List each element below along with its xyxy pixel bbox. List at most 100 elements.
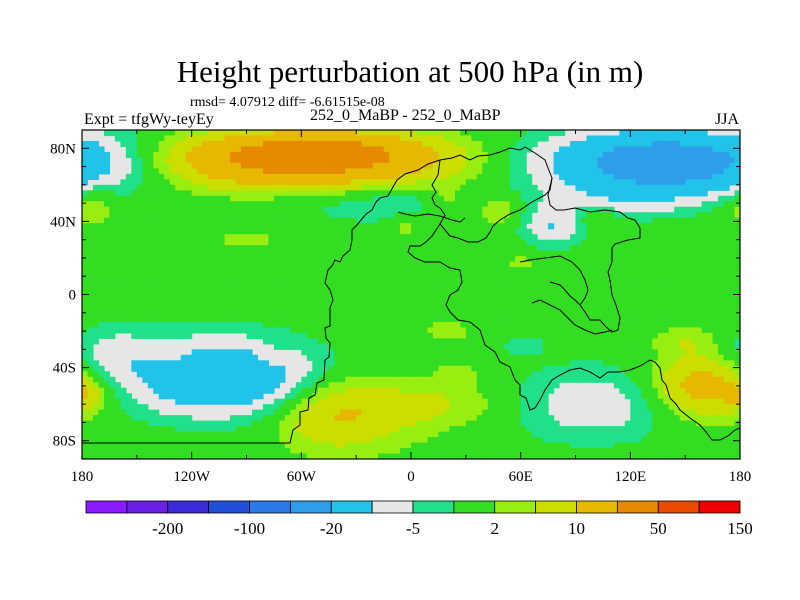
field-cell bbox=[531, 234, 538, 241]
field-cell bbox=[361, 294, 368, 301]
field-cell bbox=[378, 245, 385, 252]
field-cell bbox=[378, 283, 385, 290]
field-cell bbox=[580, 157, 588, 164]
field-cell bbox=[164, 278, 171, 285]
field-cell bbox=[378, 151, 385, 159]
field-cell bbox=[427, 250, 434, 257]
field-cell bbox=[158, 146, 165, 153]
field-cell bbox=[668, 135, 675, 142]
field-cell bbox=[652, 168, 659, 175]
field-cell bbox=[537, 332, 544, 339]
field-cell bbox=[696, 130, 703, 137]
field-cell bbox=[580, 146, 588, 153]
field-cell bbox=[82, 316, 89, 323]
field-cell bbox=[389, 283, 396, 290]
field-cell bbox=[674, 228, 681, 235]
field-cell bbox=[696, 223, 703, 230]
field-cell bbox=[553, 338, 560, 345]
field-cell bbox=[526, 267, 533, 274]
field-cell bbox=[624, 234, 631, 241]
field-cell bbox=[476, 206, 483, 213]
field-cell bbox=[504, 289, 511, 296]
field-cell bbox=[230, 206, 237, 213]
field-cell bbox=[712, 305, 719, 312]
field-cell bbox=[131, 294, 138, 301]
field-cell bbox=[394, 371, 401, 378]
field-cell bbox=[175, 316, 182, 323]
field-cell bbox=[251, 217, 259, 224]
field-cell bbox=[493, 140, 500, 148]
field-cell bbox=[334, 289, 341, 296]
field-cell bbox=[701, 173, 708, 180]
field-cell bbox=[729, 349, 736, 356]
field-cell bbox=[400, 179, 407, 186]
field-cell bbox=[350, 365, 357, 372]
field-cell bbox=[361, 354, 368, 361]
field-cell bbox=[279, 212, 286, 219]
field-cell bbox=[515, 250, 522, 257]
field-cell bbox=[432, 228, 440, 235]
field-cell bbox=[290, 162, 297, 169]
field-cell bbox=[208, 146, 215, 153]
field-cell bbox=[679, 146, 686, 153]
field-cell bbox=[509, 289, 516, 296]
field-cell bbox=[619, 354, 626, 361]
field-cell bbox=[416, 245, 423, 252]
field-cell bbox=[531, 343, 538, 350]
field-cell bbox=[690, 278, 697, 285]
field-cell bbox=[339, 349, 346, 356]
field-cell bbox=[613, 245, 620, 252]
field-cell bbox=[520, 212, 527, 219]
field-cell bbox=[575, 256, 582, 263]
field-cell bbox=[580, 151, 588, 159]
field-cell bbox=[98, 371, 105, 378]
field-cell bbox=[652, 190, 659, 197]
field-cell bbox=[142, 289, 149, 296]
field-cell bbox=[372, 140, 379, 148]
field-cell bbox=[279, 371, 286, 378]
field-cell bbox=[186, 223, 193, 230]
field-cell bbox=[312, 338, 319, 345]
field-cell bbox=[487, 184, 494, 191]
field-cell bbox=[323, 135, 330, 142]
field-cell bbox=[734, 201, 740, 208]
field-cell bbox=[460, 360, 467, 367]
field-cell bbox=[443, 195, 450, 202]
field-cell bbox=[131, 162, 138, 169]
field-cell bbox=[613, 321, 620, 328]
field-cell bbox=[394, 234, 401, 241]
field-cell bbox=[641, 371, 648, 378]
field-cell bbox=[635, 151, 642, 159]
field-cell bbox=[317, 217, 324, 224]
field-cell bbox=[454, 228, 461, 235]
field-cell bbox=[345, 168, 352, 175]
field-cell bbox=[668, 239, 675, 246]
field-cell bbox=[657, 157, 664, 164]
field-cell bbox=[125, 239, 132, 246]
field-cell bbox=[504, 360, 511, 367]
field-cell bbox=[553, 321, 560, 328]
field-cell bbox=[230, 217, 237, 224]
field-cell bbox=[416, 195, 423, 202]
field-cell bbox=[712, 256, 719, 263]
field-cell bbox=[361, 343, 368, 350]
field-cell bbox=[471, 168, 478, 175]
field-cell bbox=[98, 365, 105, 372]
field-cell bbox=[690, 151, 697, 159]
field-cell bbox=[515, 278, 522, 285]
field-cell bbox=[520, 321, 527, 328]
field-cell bbox=[246, 223, 253, 230]
field-cell bbox=[208, 371, 215, 378]
field-cell bbox=[421, 228, 429, 235]
field-cell bbox=[427, 371, 434, 378]
field-cell bbox=[246, 299, 253, 307]
field-cell bbox=[317, 206, 324, 213]
field-cell bbox=[219, 310, 226, 318]
field-cell bbox=[301, 168, 308, 175]
field-cell bbox=[136, 245, 143, 252]
field-cell bbox=[400, 228, 407, 235]
field-cell bbox=[493, 228, 500, 235]
field-cell bbox=[504, 316, 511, 323]
field-cell bbox=[339, 365, 346, 372]
field-cell bbox=[345, 201, 352, 208]
